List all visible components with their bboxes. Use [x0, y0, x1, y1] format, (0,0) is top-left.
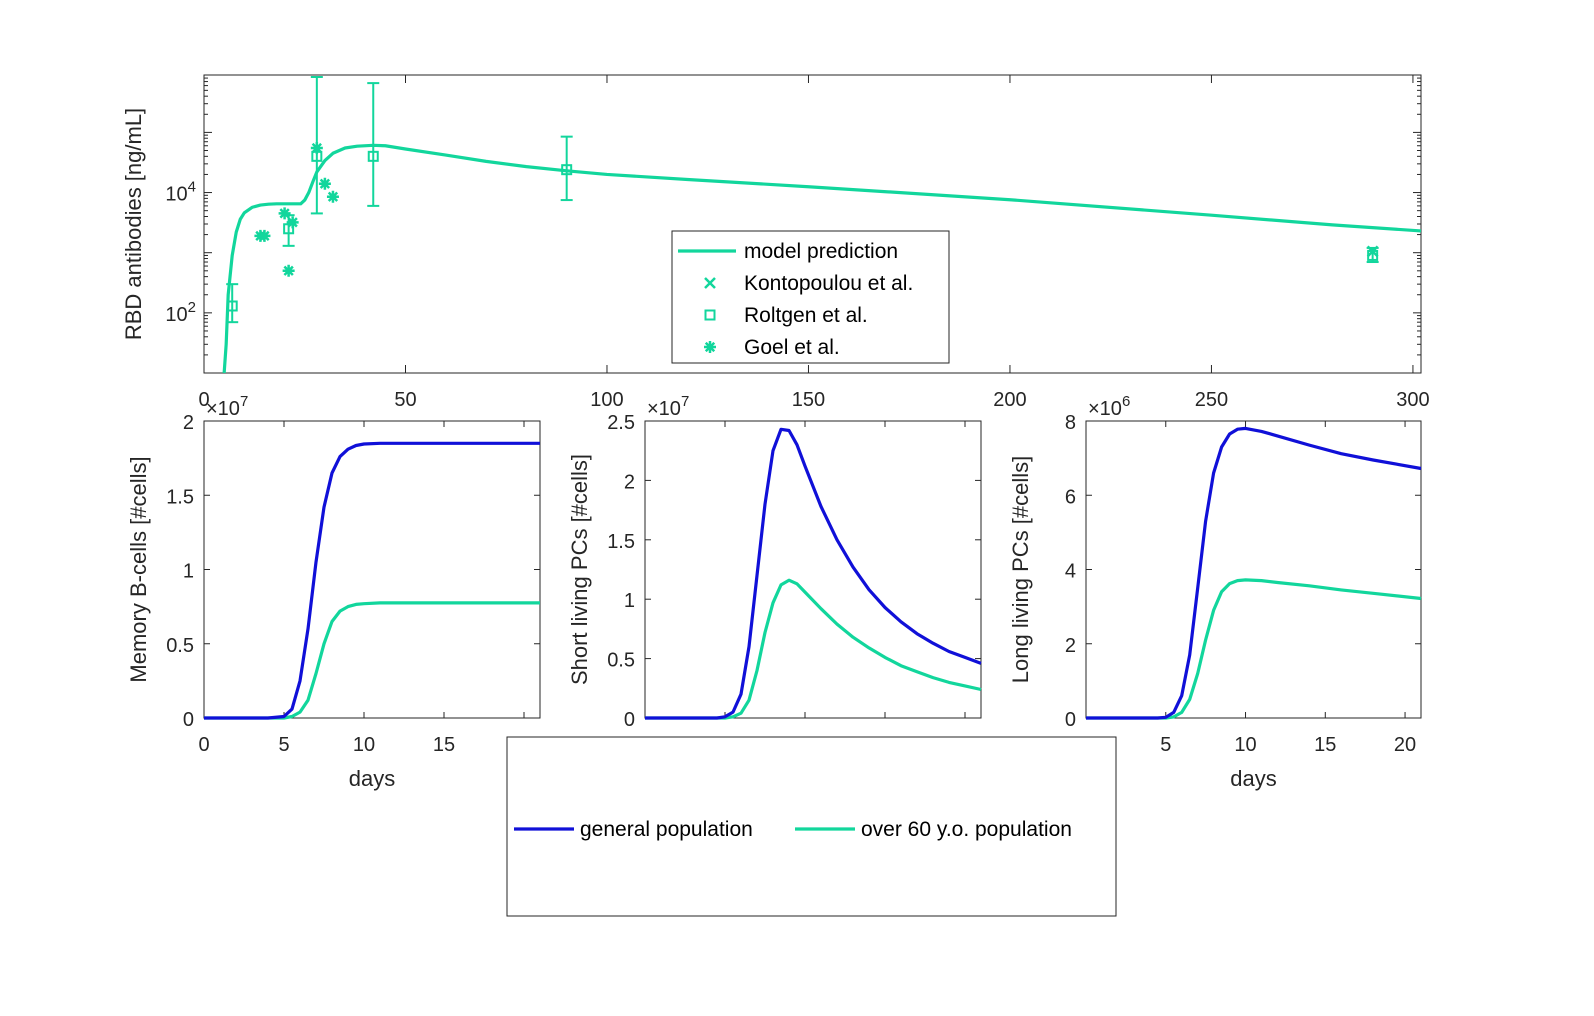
y-tick-label: 2.5 [607, 412, 635, 434]
over-60-population-line [645, 578, 982, 720]
antibody-panel: 0 50 100 150 200 250 300 102 104 RBD antibodies [… [121, 74, 1430, 411]
x-tick-label: 10 [353, 734, 375, 756]
y-tick-label: 0 [1065, 709, 1076, 731]
kontopoulou-point [1366, 245, 1379, 258]
y-axis-label: Short living PCs [#cells] [567, 454, 592, 685]
y-tick-label: 102 [165, 299, 196, 326]
x-tick-label: 5 [1160, 734, 1171, 756]
goel-point [310, 142, 323, 155]
plot-area [1085, 420, 1422, 719]
y-axis-label: Long living PCs [#cells] [1008, 456, 1033, 683]
y-tick-label: 1 [624, 590, 635, 612]
legend-top: model prediction Kontopoulou et al. Roltge… [671, 230, 950, 364]
over-60-population-line [204, 601, 540, 720]
x-tick-label: 100 [590, 389, 623, 411]
roltgen-point [283, 223, 295, 235]
goel-point [326, 190, 339, 203]
x-tick-label: 0 [198, 389, 209, 411]
goel-point [282, 264, 295, 277]
model-prediction-line [222, 143, 1421, 373]
x-tick-label: 10 [1234, 734, 1256, 756]
over-60-population-line [1086, 578, 1422, 720]
roltgen-point [226, 300, 238, 312]
roltgen-point [561, 164, 573, 176]
y-tick-label: 1.5 [607, 531, 635, 553]
axis-multiplier: ×107 [647, 393, 689, 420]
roltgen-point [367, 150, 379, 162]
x-tick-label: 300 [1396, 389, 1429, 411]
x-tick-label: 20 [1394, 734, 1416, 756]
legend-asterisk-marker [704, 341, 716, 353]
x-axis-label: days [1230, 766, 1276, 791]
goel-point [258, 229, 271, 242]
x-tick-label: 200 [993, 389, 1026, 411]
legend-bottom: general population over 60 y.o. populatio… [506, 736, 1117, 917]
y-tick-label: 0.5 [166, 635, 194, 657]
legend-label: Goel et al. [744, 336, 840, 359]
legend-label: Roltgen et al. [744, 304, 868, 327]
x-axis-label: days [349, 766, 395, 791]
y-axis-label: Memory B-cells [#cells] [126, 456, 151, 682]
panel-2: 0510152000.511.522.5×107daysShort living… [567, 393, 982, 791]
y-tick-label: 0 [183, 709, 194, 731]
y-tick-label: 2 [624, 471, 635, 493]
axis-multiplier: ×107 [206, 393, 248, 420]
legend-label: general population [580, 818, 753, 841]
y-tick-label: 0.5 [607, 650, 635, 672]
general-population-line [645, 427, 982, 720]
x-tick-label: 0 [198, 734, 209, 756]
y-tick-label: 1 [183, 561, 194, 583]
y-tick-label: 0 [624, 709, 635, 731]
goel-point [318, 177, 331, 190]
y-tick-label: 8 [1065, 412, 1076, 434]
y-tick-label: 4 [1065, 561, 1076, 583]
legend-square-marker [704, 309, 716, 321]
legend-label: Kontopoulou et al. [744, 272, 913, 295]
legend-label: model prediction [744, 240, 898, 263]
y-tick-label: 2 [1065, 635, 1076, 657]
general-population-line [1086, 426, 1422, 720]
y-tick-label: 6 [1065, 486, 1076, 508]
goel-point [278, 207, 291, 220]
legend-label: over 60 y.o. population [861, 818, 1072, 841]
y-axis-label: RBD antibodies [ng/mL] [121, 108, 146, 340]
x-tick-label: 150 [792, 389, 825, 411]
plot-area [644, 420, 982, 719]
y-tick-label: 1.5 [166, 486, 194, 508]
x-tick-label: 15 [1314, 734, 1336, 756]
axis-multiplier: ×106 [1088, 393, 1130, 420]
goel-point [286, 216, 299, 229]
y-tick-label: 104 [165, 179, 196, 206]
x-tick-label: 15 [433, 734, 455, 756]
legend-x-marker [704, 277, 716, 289]
x-tick-label: 5 [278, 734, 289, 756]
x-tick-label: 50 [394, 389, 416, 411]
y-tick-label: 2 [183, 412, 194, 434]
legend-box [671, 230, 950, 364]
x-tick-label: 250 [1195, 389, 1228, 411]
legend-box [506, 736, 1117, 917]
general-population-line [204, 441, 540, 720]
plot-area [203, 420, 541, 719]
